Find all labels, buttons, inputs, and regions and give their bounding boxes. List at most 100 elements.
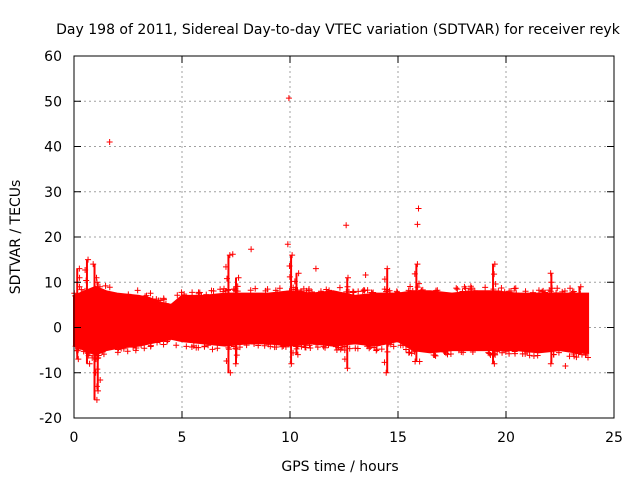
data-point [368,289,375,296]
spike-point [548,279,555,286]
data-point [570,350,577,357]
data-point [320,343,327,350]
spike-point [235,274,242,281]
spike-point [286,338,293,345]
y-tick-label: 60 [44,49,62,65]
spike-point [233,334,240,341]
data-point [190,342,197,349]
data-point [530,289,537,296]
data-point [147,343,154,350]
data-point [201,343,208,350]
data-point [431,352,438,359]
data-point [141,345,148,352]
spike-point [414,261,421,268]
data-point [553,289,560,296]
data-point [453,285,460,292]
data-point [280,343,287,350]
data-point [454,286,461,293]
spike-point [381,338,388,345]
data-point [164,337,171,344]
data-point [561,287,568,294]
outlier-point [248,246,255,253]
data-point [308,289,315,296]
data-point [522,288,529,295]
spike-point [86,360,93,367]
data-point [394,289,401,296]
data-point [115,345,122,352]
spike-point [230,343,237,350]
spike-point [224,287,231,294]
data-point [189,289,196,296]
data-point [468,284,475,291]
outlier-point [415,205,422,212]
spike-point [384,296,391,303]
data-point [339,342,346,349]
data-point [511,285,518,292]
spike-point [381,359,388,366]
spike-point [491,300,498,307]
data-point [252,285,259,292]
spike-point [294,351,301,358]
data-point [164,338,171,345]
spike-point [578,344,585,351]
data-point [221,285,228,292]
spike-point [573,297,580,304]
data-point [502,348,509,355]
data-point [267,343,274,350]
data-point [173,342,180,349]
data-point [160,295,167,302]
outlier-point [562,362,569,369]
data-point [132,347,139,354]
data-point [378,346,385,353]
data-series [71,95,591,403]
spike-point [94,355,101,362]
spike-point [547,360,554,367]
data-point [142,293,149,300]
spike-point [234,283,241,290]
spike-point [292,335,299,342]
x-tick-label: 0 [70,430,79,446]
spike-point [233,352,240,359]
data-point [301,341,308,348]
data-point [262,287,269,294]
data-point [149,295,156,302]
data-point [255,342,262,349]
data-point [530,353,537,360]
spike-point [577,338,584,345]
data-point [251,340,258,347]
x-tick-label: 25 [605,430,623,446]
data-point [102,282,109,289]
spike-point [549,333,556,340]
spike-point [345,310,352,317]
data-point [332,343,339,350]
spike-point [226,322,233,329]
spike-point [82,339,89,346]
spike-point [490,330,497,337]
outlier-point [229,251,236,258]
data-point [405,287,412,294]
data-point [554,285,561,292]
data-point [80,348,87,355]
data-point [183,343,190,350]
spike-point [76,265,83,272]
data-point [106,284,113,291]
spike-point [74,319,81,326]
spike-point [286,273,293,280]
data-point [559,288,566,295]
outlier-point [416,358,423,365]
spike-point [383,369,390,376]
spike-point [223,275,230,282]
spike-point [82,267,89,274]
y-tick-label: 30 [44,185,62,201]
data-point [469,349,476,356]
data-point [147,290,154,297]
data-point [236,344,243,351]
y-tick-label: 40 [44,140,62,156]
spike-point [346,301,353,308]
spike-point [415,329,422,336]
data-point [539,288,546,295]
y-axis-label: SDTVAR / TECUs [8,180,24,295]
data-point [460,349,467,356]
chart-title: Day 198 of 2011, Sidereal Day-to-day VTE… [56,22,621,38]
spike-point [491,360,498,367]
